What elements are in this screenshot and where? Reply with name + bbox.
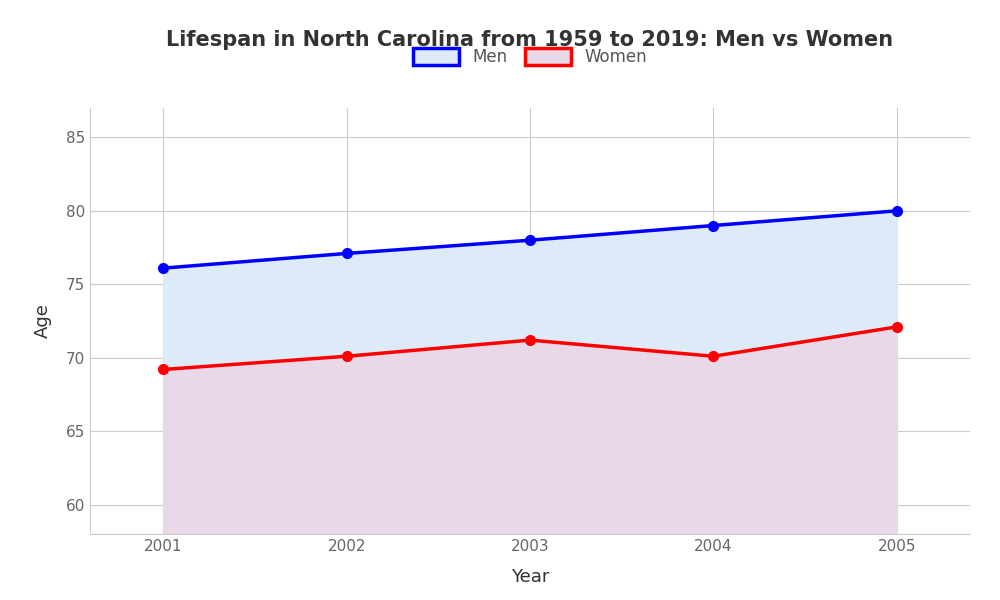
Title: Lifespan in North Carolina from 1959 to 2019: Men vs Women: Lifespan in North Carolina from 1959 to … (166, 29, 894, 49)
X-axis label: Year: Year (511, 568, 549, 586)
Legend: Men, Women: Men, Women (413, 48, 647, 67)
Y-axis label: Age: Age (34, 304, 52, 338)
